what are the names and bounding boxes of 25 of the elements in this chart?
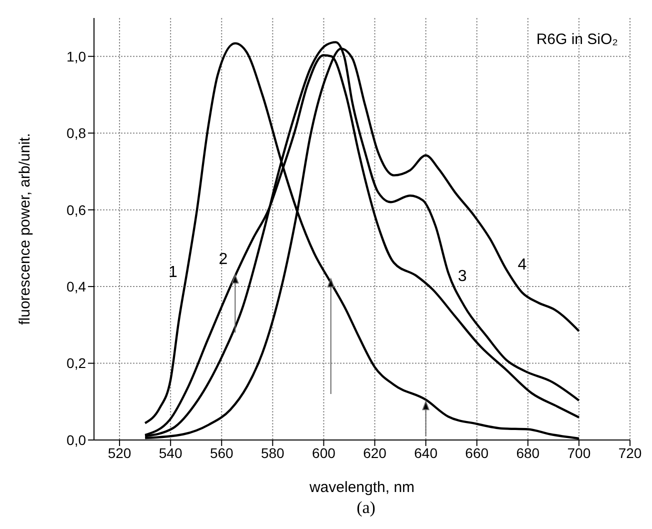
x-tick-label: 600 xyxy=(312,444,336,461)
x-tick-label: 640 xyxy=(414,444,438,461)
text: (a) xyxy=(356,498,376,518)
x-axis-title: wavelength, nm xyxy=(308,479,415,496)
y-tick-label: 0,4 xyxy=(66,278,86,295)
x-tick-label: 540 xyxy=(158,444,182,461)
y-tick-label: 0,0 xyxy=(66,432,86,448)
series-label: 1 xyxy=(168,264,178,281)
y-tick-label: 0,6 xyxy=(66,202,86,218)
series-label: 3 xyxy=(458,268,467,285)
y-tick-label: 0,2 xyxy=(66,355,86,372)
x-tick-label: 660 xyxy=(465,444,489,461)
x-tick-label: 580 xyxy=(260,444,285,461)
x-tick-label: 680 xyxy=(516,444,540,461)
series-label: 2 xyxy=(218,251,228,268)
text: R6G in SiO₂ xyxy=(536,31,618,48)
x-tick-label: 520 xyxy=(108,444,132,461)
x-tick-label: 720 xyxy=(618,444,642,461)
y-tick-label: 1,0 xyxy=(66,48,86,64)
y-tick-label: 0,8 xyxy=(66,125,86,142)
x-tick-label: 620 xyxy=(363,444,387,461)
x-tick-label: 560 xyxy=(210,444,234,461)
x-tick-label: 700 xyxy=(567,444,591,461)
series-label: 4 xyxy=(518,256,527,274)
y-axis-title: fluorescence power, arb/unit. xyxy=(16,133,34,325)
